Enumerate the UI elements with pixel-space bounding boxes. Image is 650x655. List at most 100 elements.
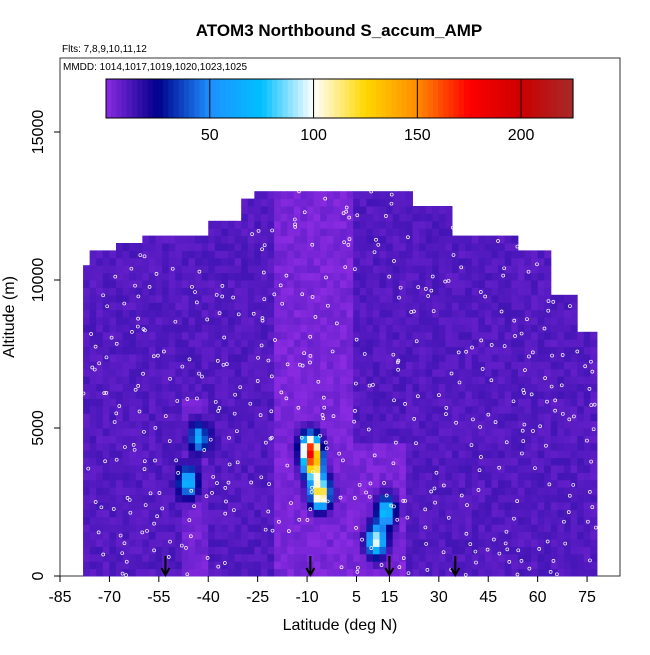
heatmap-cell (353, 413, 361, 422)
heatmap-cell (129, 553, 137, 562)
heatmap-cell (307, 539, 315, 547)
heatmap-cell (148, 568, 157, 577)
sample-point (104, 391, 109, 395)
heatmap-cell (524, 472, 532, 481)
heatmap-cell (504, 450, 512, 459)
sample-point (342, 240, 347, 245)
heatmap-cell (326, 228, 334, 237)
heatmap-cell (432, 420, 440, 429)
sample-point (590, 369, 595, 374)
heatmap-cell (195, 339, 203, 348)
heatmap-cell (228, 531, 236, 540)
heatmap-cell (366, 546, 374, 555)
heatmap-cell (570, 450, 578, 459)
heatmap-cell (498, 502, 506, 510)
heatmap-cell (142, 287, 150, 296)
sample-point (117, 404, 122, 408)
sample-point (586, 519, 590, 524)
heatmap-cell (208, 568, 216, 577)
heatmap-cell (148, 479, 157, 488)
heatmap-cell (148, 398, 157, 407)
heatmap-cell (386, 339, 394, 348)
heatmap-cell (247, 457, 255, 466)
heatmap-cell (419, 553, 427, 562)
sample-point (387, 274, 392, 279)
heatmap-cell (287, 339, 295, 348)
colorbar-tick-label: 100 (300, 127, 327, 144)
heatmap-cell (386, 265, 394, 274)
heatmap-cell (116, 531, 124, 540)
sample-point (529, 392, 534, 397)
heatmap-cell (511, 442, 519, 451)
heatmap-cell (142, 568, 150, 577)
heatmap-cell (465, 354, 473, 362)
heatmap-cell (208, 428, 216, 436)
heatmap-cell (438, 502, 446, 510)
heatmap-cell (228, 339, 236, 348)
heatmap-cell (524, 368, 532, 377)
heatmap-cell (307, 428, 315, 436)
heatmap-cell (484, 294, 493, 303)
heatmap-cell (412, 398, 420, 407)
heatmap-cell (511, 383, 519, 392)
heatmap-cell (135, 368, 143, 377)
heatmap-cell (405, 465, 413, 473)
heatmap-cell (313, 272, 321, 281)
heatmap-cell (116, 509, 124, 518)
heatmap-cell (353, 287, 361, 296)
heatmap-cell (102, 368, 110, 377)
heatmap-cell (445, 524, 453, 533)
heatmap-cell (326, 198, 334, 207)
heatmap-cell (267, 257, 275, 266)
heatmap-cell (109, 524, 117, 533)
heatmap-cell (432, 539, 440, 547)
heatmap-cell (102, 516, 110, 525)
heatmap-cell (557, 450, 565, 459)
x-tick-label: 75 (578, 589, 596, 606)
heatmap-cell (234, 561, 242, 570)
heatmap-cell (484, 272, 493, 281)
heatmap-cell (228, 250, 236, 259)
heatmap-cell (419, 346, 427, 355)
sample-point (425, 568, 430, 572)
sample-point (310, 295, 315, 299)
heatmap-cell (287, 324, 295, 333)
heatmap-cell (340, 309, 348, 318)
heatmap-cell (570, 442, 578, 451)
heatmap-cell (148, 391, 157, 399)
heatmap-cell (531, 250, 539, 259)
heatmap-cell (293, 398, 301, 407)
heatmap-cell (234, 294, 242, 303)
heatmap-cell (201, 465, 209, 473)
colorbar-cell (427, 79, 434, 118)
heatmap-cell (260, 509, 269, 518)
heatmap-cell (346, 391, 354, 399)
heatmap-cell (142, 494, 150, 503)
heatmap-cell (142, 339, 150, 348)
heatmap-cell (452, 516, 460, 525)
heatmap-cell (287, 435, 295, 444)
sample-point (449, 371, 454, 376)
x-tick-label: 30 (430, 589, 448, 606)
heatmap-cell (458, 287, 466, 296)
heatmap-cell (83, 346, 91, 355)
heatmap-cell (445, 383, 453, 392)
heatmap-cell (247, 405, 255, 414)
heatmap-cell (214, 568, 222, 577)
heatmap-cell (353, 546, 361, 555)
heatmap-cell (83, 502, 91, 510)
heatmap-cell (181, 309, 189, 318)
heatmap-cell (517, 376, 525, 385)
heatmap-cell (195, 420, 203, 429)
heatmap-cell (504, 287, 512, 296)
heatmap-cell (412, 250, 420, 259)
heatmap-cell (287, 457, 295, 466)
heatmap-cell (201, 479, 209, 488)
sample-point (589, 403, 594, 407)
heatmap-cell (498, 524, 506, 533)
heatmap-cell (366, 346, 374, 355)
heatmap-cell (379, 516, 387, 525)
heatmap-cell (175, 442, 183, 451)
heatmap-cell (445, 435, 453, 444)
heatmap-cell (557, 391, 565, 399)
